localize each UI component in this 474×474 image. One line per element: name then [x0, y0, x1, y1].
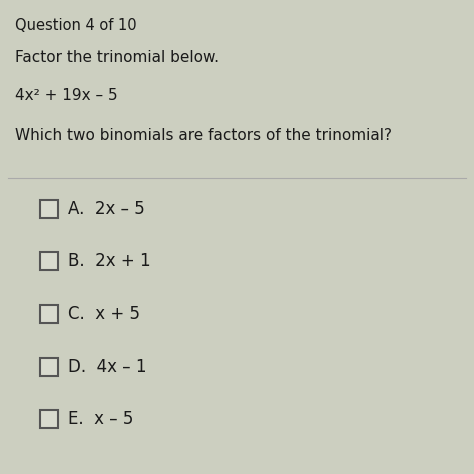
- FancyBboxPatch shape: [40, 252, 58, 270]
- Text: Which two binomials are factors of the trinomial?: Which two binomials are factors of the t…: [15, 128, 392, 143]
- Text: A.  2x – 5: A. 2x – 5: [68, 200, 145, 218]
- FancyBboxPatch shape: [40, 200, 58, 218]
- FancyBboxPatch shape: [40, 410, 58, 428]
- Text: Factor the trinomial below.: Factor the trinomial below.: [15, 50, 219, 65]
- Text: E.  x – 5: E. x – 5: [68, 410, 133, 428]
- FancyBboxPatch shape: [40, 305, 58, 323]
- Text: B.  2x + 1: B. 2x + 1: [68, 252, 151, 270]
- Text: D.  4x – 1: D. 4x – 1: [68, 358, 146, 376]
- FancyBboxPatch shape: [40, 358, 58, 376]
- Text: 4x² + 19x – 5: 4x² + 19x – 5: [15, 88, 118, 103]
- Text: Question 4 of 10: Question 4 of 10: [15, 18, 137, 33]
- Text: C.  x + 5: C. x + 5: [68, 305, 140, 323]
